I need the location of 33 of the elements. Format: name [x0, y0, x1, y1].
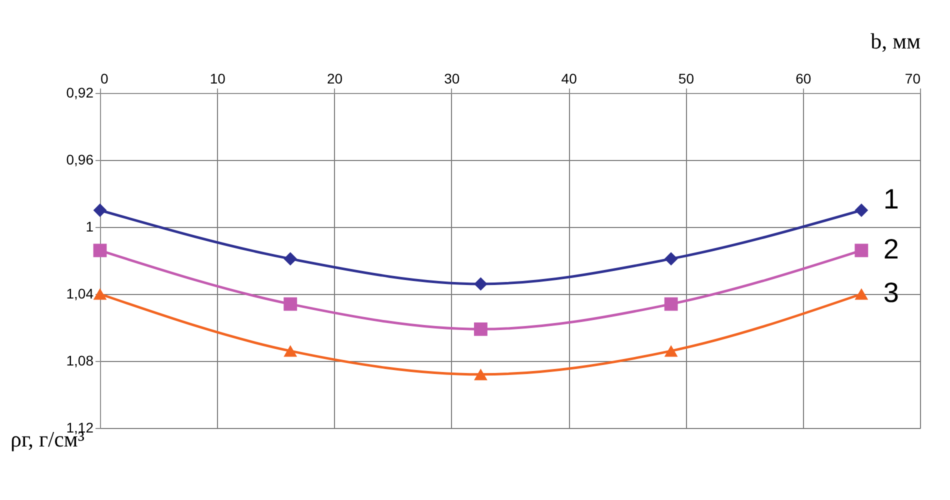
point	[284, 297, 298, 311]
x-tick-label: 0	[100, 70, 108, 86]
point	[93, 288, 107, 300]
point	[854, 204, 868, 217]
y-tick-label: 1,08	[66, 352, 94, 368]
point	[93, 244, 107, 258]
y-tick-label: 1	[86, 218, 94, 234]
series-label: 2	[883, 233, 900, 264]
point	[93, 204, 107, 217]
x-tick-label: 50	[678, 70, 694, 86]
x-tick-label: 10	[210, 70, 226, 86]
point	[474, 322, 488, 336]
x-tick-label: 60	[796, 70, 812, 86]
x-tick-label: 40	[561, 70, 578, 86]
y-tick-label: 1,12	[66, 420, 94, 436]
point	[664, 297, 678, 311]
y-tick-label: 1,04	[66, 286, 94, 302]
point	[664, 252, 678, 266]
x-tick-label: 70	[904, 70, 921, 86]
y-tick-label: 0,92	[66, 84, 94, 100]
point	[474, 277, 488, 291]
series-label: 1	[883, 183, 900, 214]
y-tick-label: 0,96	[66, 152, 94, 168]
point	[284, 252, 298, 266]
x-tick-label: 30	[444, 70, 460, 86]
point	[854, 288, 868, 300]
point	[474, 368, 488, 380]
point	[284, 345, 298, 357]
point	[664, 345, 678, 357]
x-tick-label: 20	[326, 70, 343, 86]
point	[854, 244, 868, 258]
x-axis-title: b, мм	[870, 28, 921, 54]
series-label: 3	[883, 277, 900, 308]
